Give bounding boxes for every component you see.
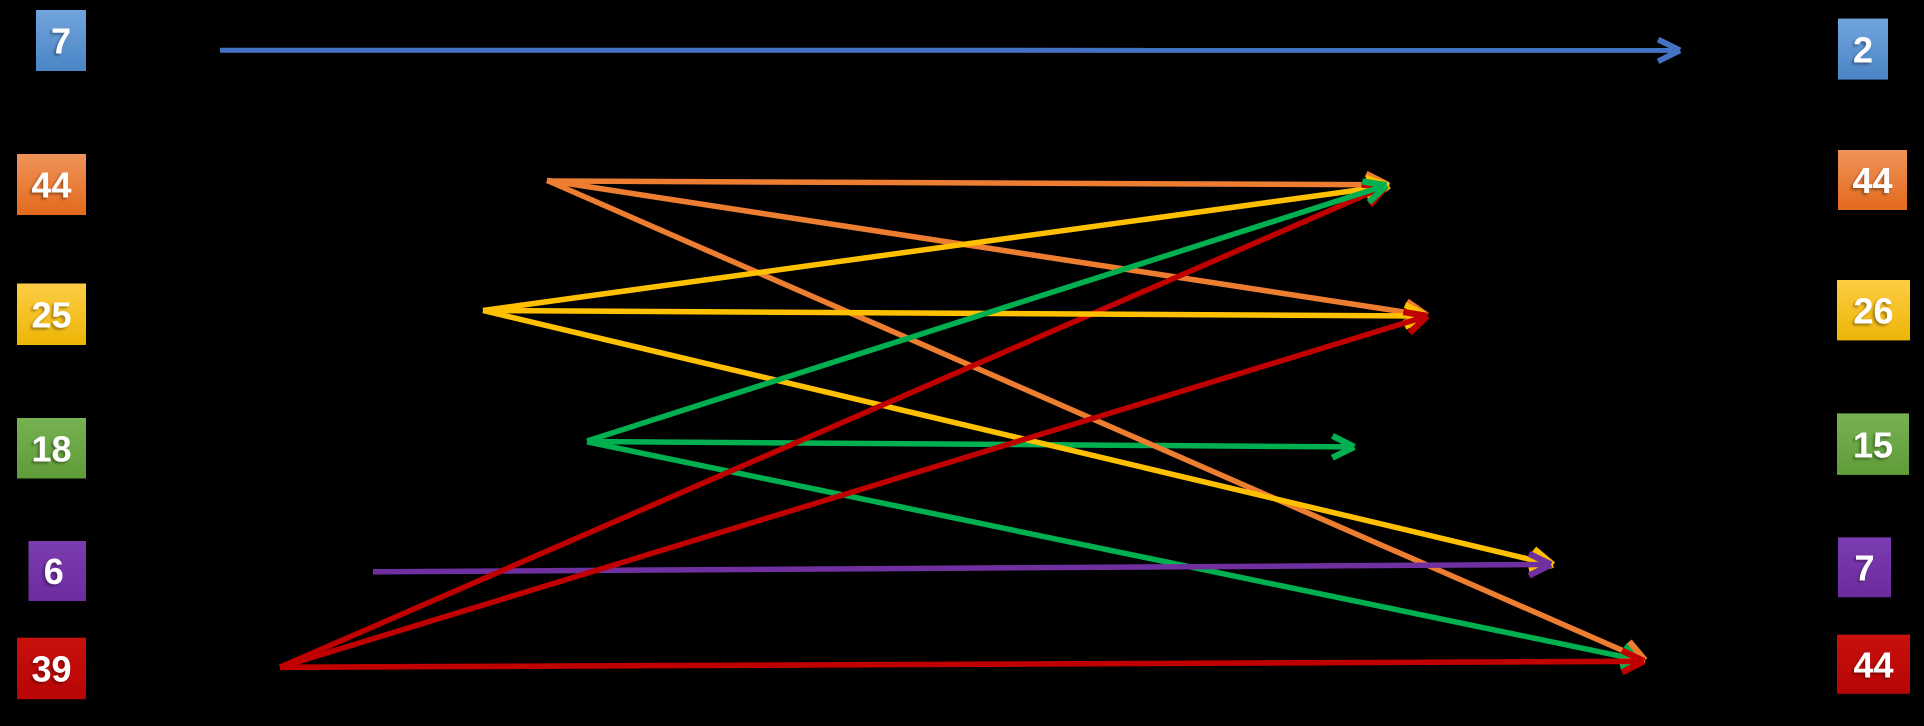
- svg-text:7: 7: [1854, 548, 1874, 589]
- svg-text:44: 44: [1853, 644, 1893, 685]
- svg-text:6: 6: [44, 551, 64, 592]
- svg-text:25: 25: [31, 294, 71, 335]
- svg-text:44: 44: [31, 165, 71, 206]
- svg-text:18: 18: [31, 428, 71, 469]
- svg-text:7: 7: [51, 21, 71, 62]
- svg-text:39: 39: [31, 649, 71, 690]
- svg-text:44: 44: [1852, 160, 1892, 201]
- svg-text:15: 15: [1853, 424, 1893, 465]
- svg-text:26: 26: [1853, 290, 1893, 331]
- svg-text:2: 2: [1853, 29, 1873, 70]
